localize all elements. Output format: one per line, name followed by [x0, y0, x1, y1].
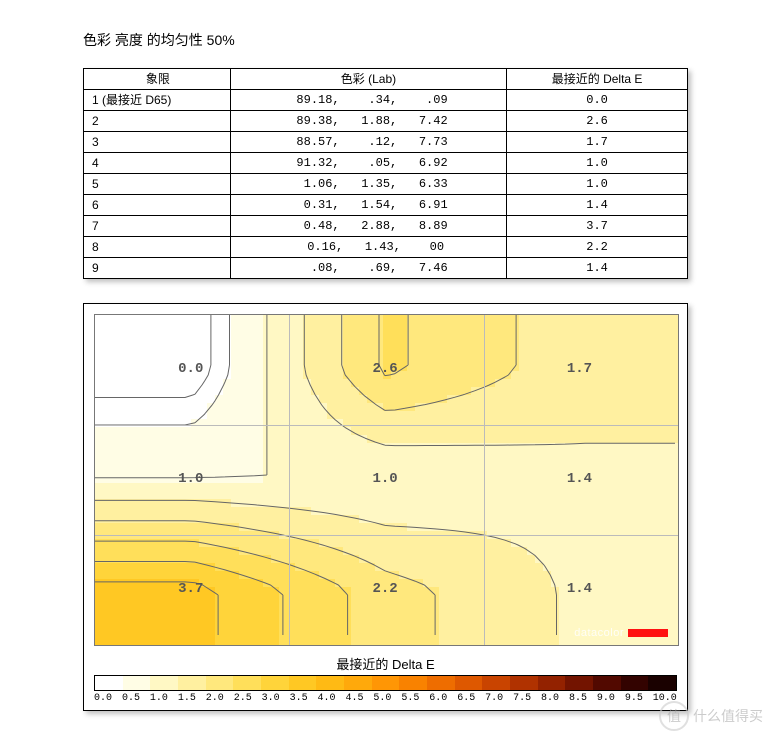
datacolor-watermark: datacolor [574, 627, 668, 639]
table-row: 3 88.57, .12, 7.731.7 [84, 132, 688, 153]
table-row: 1 (最接近 D65) 89.18, .34, .090.0 [84, 90, 688, 111]
page-title: 色彩 亮度 的均匀性 50% [83, 30, 771, 50]
cell-value: 1.7 [567, 361, 592, 377]
page-watermark: 值 什么值得买 [659, 701, 763, 731]
cell-value: 1.0 [178, 471, 203, 487]
contour-chart: datacolor 0.0 2.6 1.7 1.0 1.0 1.4 3.7 2.2 1.4 最接… [83, 303, 688, 711]
legend-title: 最接近的 Delta E [94, 654, 677, 673]
th-deltae: 最接近的 Delta E [507, 69, 688, 90]
cell-value: 3.7 [178, 581, 203, 597]
th-quadrant: 象限 [84, 69, 231, 90]
datacolor-bar-icon [628, 629, 668, 637]
uniformity-table: 象限 色彩 (Lab) 最接近的 Delta E 1 (最接近 D65) 89.… [83, 68, 688, 279]
table-row: 7 0.48, 2.88, 8.893.7 [84, 216, 688, 237]
th-lab: 色彩 (Lab) [230, 69, 506, 90]
cell-value: 1.4 [567, 471, 592, 487]
legend-ticks: 0.00.51.01.52.02.53.03.54.04.55.05.56.06… [94, 693, 677, 704]
table-row: 6 0.31, 1.54, 6.911.4 [84, 195, 688, 216]
cell-value: 0.0 [178, 361, 203, 377]
table-row: 5 1.06, 1.35, 6.331.0 [84, 174, 688, 195]
cell-value: 1.4 [567, 581, 592, 597]
table-row: 4 91.32, .05, 6.921.0 [84, 153, 688, 174]
cell-value: 2.2 [373, 581, 398, 597]
legend-colorbar [94, 675, 677, 691]
table-row: 2 89.38, 1.88, 7.422.6 [84, 111, 688, 132]
cell-value: 2.6 [373, 361, 398, 377]
watermark-icon: 值 [659, 701, 689, 731]
cell-value: 1.0 [373, 471, 398, 487]
table-row: 9 .08, .69, 7.461.4 [84, 258, 688, 279]
table-row: 8 0.16, 1.43, 002.2 [84, 237, 688, 258]
